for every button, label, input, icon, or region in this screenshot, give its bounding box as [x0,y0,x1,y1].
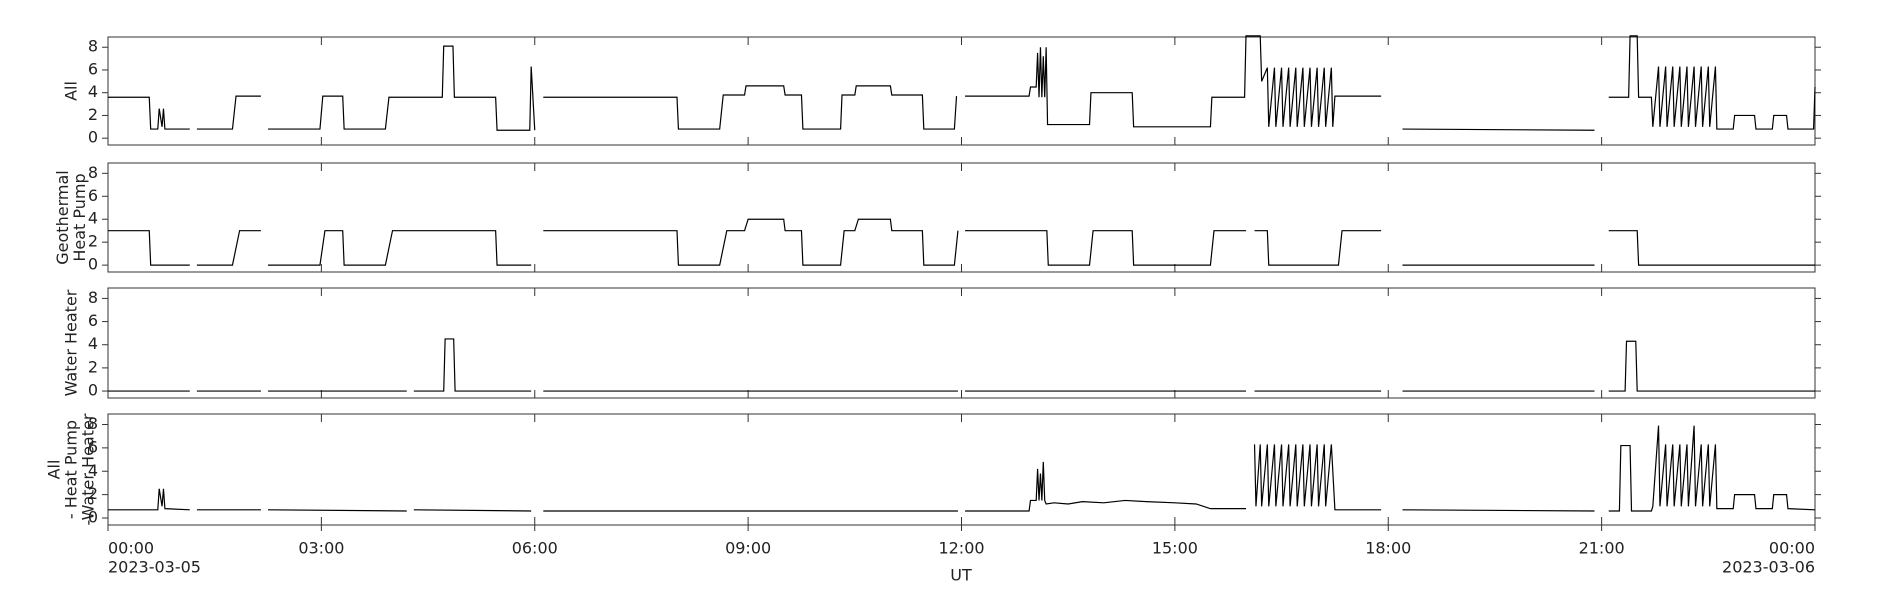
y-tick-label: 8 [88,37,98,56]
y-tick-label: 6 [88,311,98,330]
y-tick-label: 0 [88,381,98,400]
x-axis-label: UT [950,566,972,585]
panel-frame [107,413,1816,526]
y-tick-label: 6 [88,59,98,78]
y-tick-label: 4 [88,209,98,228]
x-tick-label: 09:00 [725,539,771,558]
y-axis-label: All [45,460,64,480]
panel-frame [107,162,1816,273]
x-tick-label: 03:00 [298,539,344,558]
x-tick-label: 12:00 [938,539,984,558]
y-axis-label: - Heat Pump [62,420,81,519]
y-axis-label: Heat Pump [70,173,89,261]
y-tick-label: 2 [88,357,98,376]
trace [108,218,1815,266]
trace [108,338,1815,392]
y-tick-label: 6 [88,186,98,205]
y-tick-label: 0 [88,255,98,274]
y-tick-label: 4 [88,334,98,353]
y-tick-label: 0 [88,128,98,147]
y-axis-label: Geothermal [53,170,72,264]
x-tick-label: 21:00 [1579,539,1625,558]
y-tick-label: 2 [88,105,98,124]
y-tick-label: 4 [88,461,98,480]
y-tick-label: 2 [88,232,98,251]
x-tick-label: 00:00 [108,539,154,558]
y-tick-label: 6 [88,437,98,456]
trace [108,35,1816,131]
x-tick-label: 00:00 [1769,539,1815,558]
x-tick-label: 18:00 [1365,539,1411,558]
y-tick-label: 4 [88,82,98,101]
y-tick-label: 2 [88,484,98,503]
y-axis-label: Water Heater [62,289,81,396]
trace [108,425,1816,512]
x-tick-label: 06:00 [512,539,558,558]
y-tick-label: 8 [88,288,98,307]
start-date: 2023-03-05 [108,558,201,577]
y-tick-label: 8 [88,414,98,433]
y-axis-label: -Water Heater [79,413,98,525]
y-tick-label: 0 [88,507,98,526]
end-date: 2023-03-06 [1722,558,1815,577]
y-tick-label: 8 [88,163,98,182]
panel-frame [107,287,1816,399]
x-tick-label: 15:00 [1152,539,1198,558]
y-axis-label: All [62,81,81,101]
